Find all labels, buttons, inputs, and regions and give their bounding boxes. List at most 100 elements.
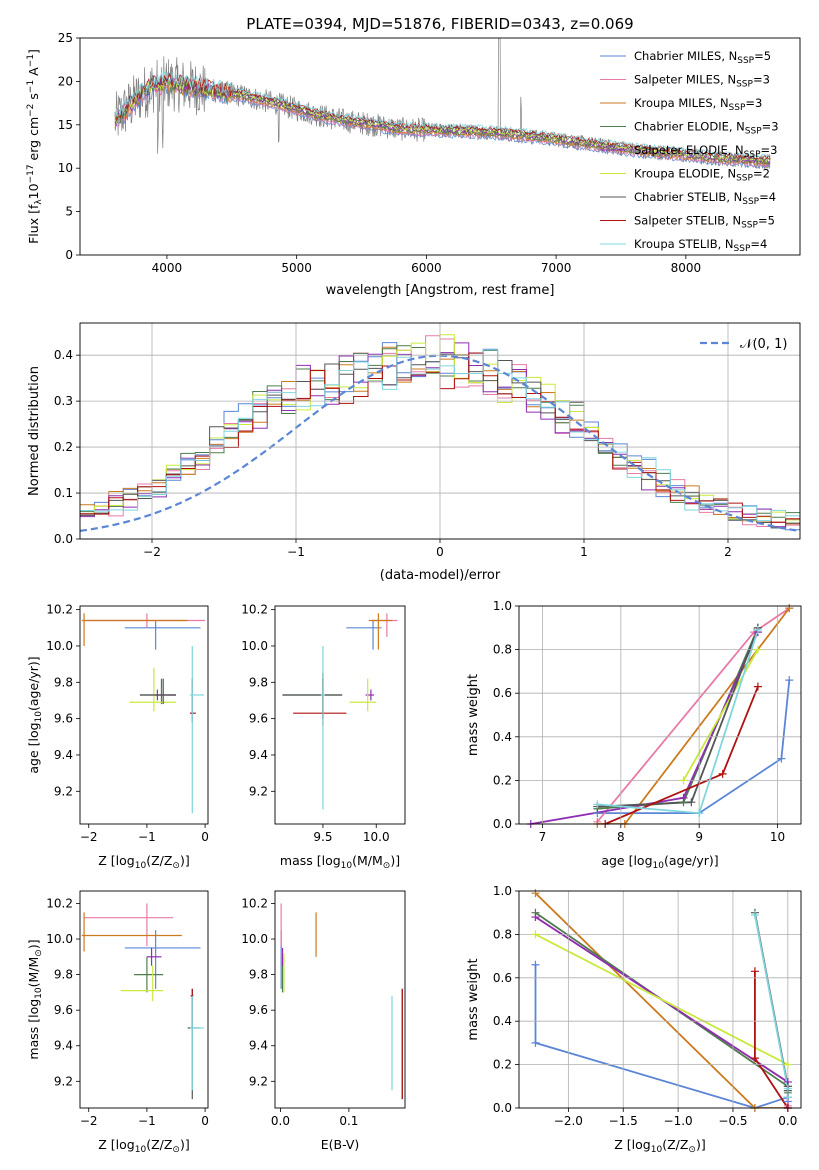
point-2 (81, 912, 182, 952)
axes-frame (274, 605, 406, 825)
x-tick-label: 5000 (281, 261, 312, 275)
y-tick-label: 9.2 (249, 1074, 268, 1088)
point-4 (365, 689, 375, 701)
weight-marker (531, 1038, 540, 1047)
axes-frame (518, 605, 802, 825)
weight-line-5 (535, 933, 789, 1066)
y-axis-label: Normed distribution (27, 366, 42, 496)
y-axis-label: mass [log10(M/M⊙)] (26, 939, 44, 1059)
y-tick-label: 0.3 (54, 394, 73, 408)
weight-marker (783, 1093, 792, 1102)
legend: Chabrier MILES, NSSP=5 Salpeter MILES, NS… (600, 49, 779, 254)
panel-massweight-vs-age: 7 8 9 10 0.0 0.2 0.4 0.6 0.8 1.0 age [log10(age/yr… (466, 599, 802, 871)
weight-marker (531, 913, 540, 922)
point-8 (189, 645, 204, 814)
point-2 (368, 613, 393, 650)
panel-age-vs-mass: 9.5 10.0 9.2 9.4 9.6 9.8 10.0 10.2 mass [log10(M… (241, 603, 406, 871)
y-tick-label: 10.0 (46, 639, 73, 653)
x-tick-label: −1.5 (609, 1114, 638, 1128)
x-tick-label: 0.0 (271, 1114, 290, 1128)
axes-frame (79, 890, 209, 1109)
point-8 (189, 995, 204, 1091)
legend-label-reference: 𝒩(0, 1) (740, 337, 787, 352)
weight-marker (687, 798, 696, 807)
x-tick-label: 0 (201, 1114, 209, 1128)
weight-marker (718, 769, 727, 778)
y-tick-label: 15 (58, 118, 73, 132)
x-tick-label: 7000 (541, 261, 572, 275)
legend-label-4: Salpeter ELODIE, NSSP=3 (634, 143, 777, 160)
x-tick-label: 0.1 (339, 1114, 358, 1128)
x-tick-label: 0 (201, 830, 209, 844)
y-tick-label: 9.4 (249, 1039, 268, 1053)
y-tick-label: 9.2 (54, 784, 73, 798)
legend-label-3: Chabrier ELODIE, NSSP=3 (634, 120, 779, 137)
weight-marker (679, 776, 688, 785)
weight-line-1 (596, 607, 790, 823)
x-tick-label: −1 (138, 830, 156, 844)
weight-marker (785, 676, 794, 685)
point-4 (146, 947, 162, 966)
x-tick-label: 4000 (152, 261, 183, 275)
panel-mass-vs-z: −2 −1 0 9.2 9.4 9.6 9.8 10.0 10.2 Z [log10(Z/Z⊙)]… (26, 890, 209, 1155)
point-5 (129, 667, 176, 712)
point-0 (346, 620, 382, 650)
point-2 (81, 613, 188, 646)
x-tick-label: 9 (695, 830, 703, 844)
legend-label-5: Kroupa ELODIE, NSSP=2 (634, 167, 770, 184)
y-tick-label: 10.0 (46, 932, 73, 946)
weight-marker (593, 800, 602, 809)
x-axis-label: mass [log10(M/M⊙)] (280, 853, 400, 871)
weight-marker (750, 910, 759, 919)
point-5 (120, 965, 164, 1002)
y-tick-label: 0.6 (493, 971, 512, 985)
y-tick-label: 0.2 (493, 1058, 512, 1072)
x-axis-label: age [log10(age/yr)] (601, 853, 718, 871)
weight-line-4 (530, 631, 759, 824)
weight-marker (695, 809, 704, 818)
weight-marker (531, 930, 540, 939)
x-axis-label: E(B-V) (321, 1137, 360, 1152)
x-tick-label: −2 (143, 545, 161, 559)
model-0 (114, 81, 771, 169)
x-tick-label: −1 (287, 545, 305, 559)
weight-line-7 (754, 971, 789, 1108)
y-tick-label: 0.4 (54, 348, 73, 362)
plot-area-mass-vs-z (81, 903, 204, 1100)
weight-marker (783, 1060, 792, 1069)
point-7 (293, 678, 347, 726)
y-tick-label: 10.2 (241, 896, 268, 910)
weight-line-2 (597, 607, 791, 824)
y-tick-label: 10.0 (241, 932, 268, 946)
legend-label-7: Salpeter STELIB, NSSP=5 (634, 214, 775, 231)
point-0 (124, 620, 201, 650)
x-tick-label: 0 (436, 545, 444, 559)
axes-frame (274, 890, 406, 1109)
plot-area-age-vs-z (81, 613, 206, 814)
x-tick-label: −2 (80, 1114, 98, 1128)
y-tick-label: 9.8 (249, 675, 268, 689)
x-axis-label: Z [log10(Z/Z⊙)] (614, 1137, 705, 1155)
y-tick-label: 0.4 (493, 730, 512, 744)
x-tick-label: −2.0 (554, 1114, 583, 1128)
y-tick-label: 20 (58, 74, 73, 88)
y-tick-label: 0.4 (493, 1014, 512, 1028)
weight-marker (750, 1054, 759, 1063)
weight-marker (753, 645, 762, 654)
y-tick-label: 25 (58, 31, 73, 45)
weight-line-3 (597, 627, 759, 810)
y-tick-label: 9.6 (54, 712, 73, 726)
weight-line-0 (534, 964, 789, 1108)
point-5 (349, 678, 377, 712)
x-tick-label: 10 (770, 830, 785, 844)
weight-marker (531, 889, 540, 898)
model-8 (114, 70, 771, 158)
y-tick-label: 0.6 (493, 686, 512, 700)
legend-label-8: Kroupa STELIB, NSSP=4 (634, 237, 767, 254)
y-tick-label: 0.8 (493, 927, 512, 941)
point-1 (371, 613, 398, 637)
y-tick-label: 9.6 (54, 1003, 73, 1017)
y-tick-label: 0.0 (493, 817, 512, 831)
x-tick-label: −1.0 (664, 1114, 693, 1128)
weight-marker (753, 625, 762, 634)
